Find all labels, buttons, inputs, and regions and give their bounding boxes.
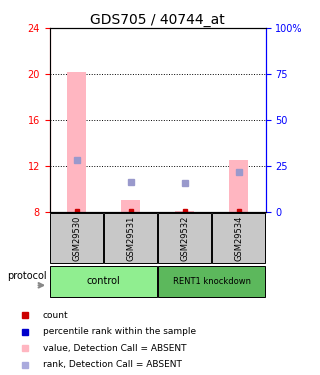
Text: rank, Detection Call = ABSENT: rank, Detection Call = ABSENT	[43, 360, 182, 369]
Bar	[175, 211, 194, 212]
Bar	[229, 160, 248, 212]
Bar	[158, 213, 211, 263]
Text: control: control	[87, 276, 120, 286]
Text: GSM29530: GSM29530	[72, 215, 81, 261]
Bar	[50, 266, 157, 297]
Bar	[67, 72, 86, 212]
Text: protocol: protocol	[7, 271, 47, 281]
Text: percentile rank within the sample: percentile rank within the sample	[43, 327, 196, 336]
Text: value, Detection Call = ABSENT: value, Detection Call = ABSENT	[43, 344, 186, 352]
Text: GSM29531: GSM29531	[126, 215, 135, 261]
Bar	[158, 266, 265, 297]
Title: GDS705 / 40744_at: GDS705 / 40744_at	[90, 13, 225, 27]
Text: count: count	[43, 310, 68, 320]
Text: GSM29532: GSM29532	[180, 215, 189, 261]
Text: GSM29534: GSM29534	[234, 215, 243, 261]
Bar	[212, 213, 265, 263]
Text: RENT1 knockdown: RENT1 knockdown	[172, 277, 251, 286]
Bar	[50, 213, 103, 263]
Bar	[121, 200, 140, 212]
Bar	[104, 213, 157, 263]
